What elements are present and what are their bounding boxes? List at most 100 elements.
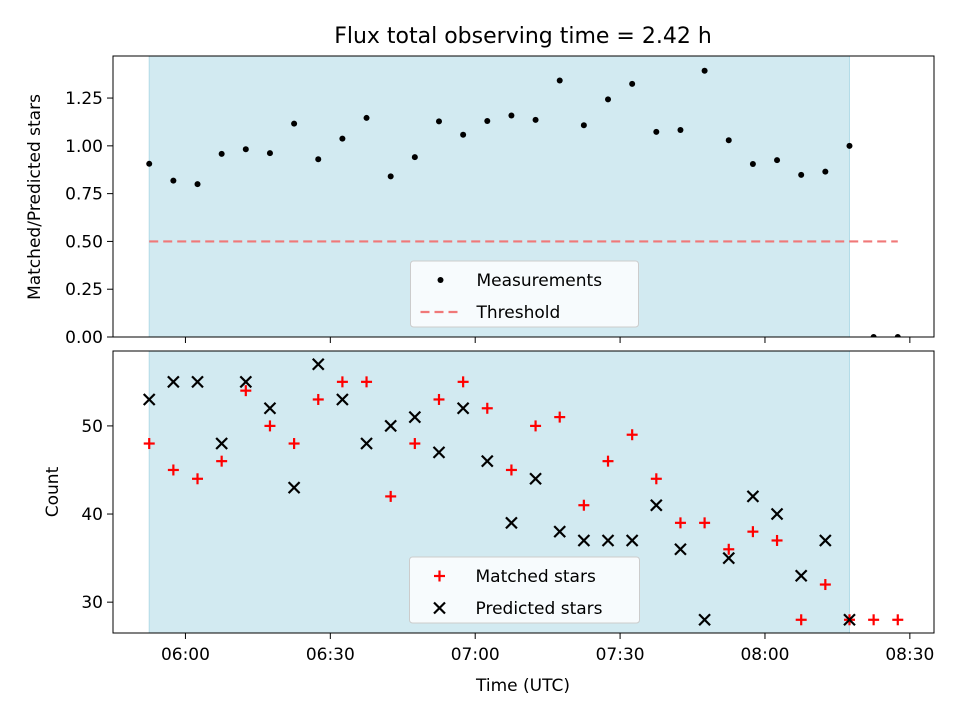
x-b [601, 534, 615, 547]
measurement-point [894, 334, 901, 337]
x-b [553, 525, 566, 538]
measurement-point [460, 131, 467, 138]
x-b [770, 507, 784, 521]
measurement-point [339, 135, 346, 142]
top-x-ticks [184, 337, 911, 343]
legend-label: Threshold [476, 303, 561, 323]
legend-label: Matched stars [476, 567, 596, 587]
predicted-star-point [770, 507, 784, 521]
x-b [505, 516, 518, 530]
predicted-star-point [215, 437, 228, 450]
top-y-tick-label: 1.25 [65, 89, 103, 109]
matched-star-point [143, 438, 155, 450]
x-b [529, 472, 542, 486]
x-b [432, 446, 446, 459]
matched-star-point [240, 385, 252, 397]
predicted-star-point [698, 613, 711, 627]
matched-star-point [868, 614, 880, 626]
x-tick-label: 06:00 [161, 645, 210, 665]
measurement-point [508, 112, 515, 119]
matched-star-point [481, 402, 493, 414]
x-b [746, 490, 760, 503]
predicted-star-point [625, 534, 639, 547]
matched-star-point [650, 473, 662, 485]
measurement-point [194, 181, 201, 188]
predicted-star-point [432, 446, 446, 459]
matched-star-point [795, 614, 807, 626]
x-b [577, 534, 591, 547]
measurement-point [315, 156, 322, 163]
matched-star-point [336, 376, 348, 388]
matched-star-point [723, 543, 735, 555]
measurement-point [484, 117, 491, 124]
measurement-point [266, 150, 273, 157]
bottom-x-ticks: 06:00 06:30 07:00 07:30 08:00 08:30 [161, 633, 934, 665]
top-y-tick-label: 0.00 [65, 328, 103, 348]
measurement-point [629, 80, 636, 87]
matched-star-point [505, 464, 517, 476]
x-b [191, 375, 204, 389]
top-y-tick-label: 0.50 [65, 232, 103, 252]
bottom-y-tick-label: 40 [81, 505, 103, 525]
bottom-legend-box [409, 556, 640, 624]
x-tick-label: 08:30 [885, 645, 934, 665]
predicted-star-point [577, 534, 591, 547]
measurement-point [411, 154, 418, 161]
measurement-point [242, 146, 249, 153]
matched-star-point [530, 420, 542, 432]
x-b [722, 551, 736, 565]
x-b [167, 375, 180, 389]
predicted-star-point [456, 402, 470, 415]
matched-star-point [288, 438, 300, 450]
measurement-point [556, 77, 563, 84]
x-b [819, 534, 832, 547]
matched-star-point [409, 438, 421, 450]
top-panel: 0.00 0.25 0.50 0.75 1.00 1.25 Matched/Predict… [25, 55, 935, 348]
x-b [360, 437, 373, 450]
x-b [311, 357, 325, 371]
matched-star-point [264, 420, 276, 432]
top-y-tick-label: 1.00 [65, 137, 103, 157]
matched-star-point [699, 517, 711, 529]
matched-star-point [674, 517, 686, 529]
x-b [794, 569, 808, 582]
top-legend: Measurements Threshold [410, 260, 639, 328]
x-tick-label: 08:00 [740, 645, 789, 665]
predicted-star-point [794, 569, 808, 582]
measurement-point [387, 173, 394, 180]
predicted-star-point [650, 498, 663, 512]
bottom-y-axis-label: Count [43, 466, 63, 517]
matched-star-point [192, 473, 204, 485]
x-b [336, 393, 349, 406]
predicted-star-point [819, 534, 832, 547]
measurement-point [146, 160, 153, 167]
x-tick-label: 07:30 [596, 645, 645, 665]
predicted-star-point [601, 534, 615, 547]
x-b [384, 419, 397, 433]
x-b [239, 375, 253, 389]
predicted-star-point [311, 357, 325, 371]
bottom-marks [142, 357, 904, 627]
matched-star-point [602, 455, 614, 467]
measurement-point [677, 126, 684, 133]
x-b [843, 613, 856, 627]
measurement-point [218, 150, 225, 157]
x-b [625, 534, 639, 547]
predicted-star-point [360, 437, 373, 450]
top-legend-box [410, 260, 639, 328]
x-tick-label: 06:30 [306, 645, 355, 665]
measurement-point [749, 161, 756, 168]
x-b [215, 437, 228, 450]
measurement-point [798, 171, 805, 178]
predicted-star-point [408, 410, 422, 424]
legend-matched-handle [434, 570, 445, 582]
top-y-tick-label: 0.75 [65, 185, 103, 205]
legend-predicted-handle [433, 601, 446, 615]
measurement-point [701, 67, 708, 74]
bottom-axes-frame [112, 350, 935, 634]
measurement-point [653, 128, 660, 135]
matched-star-point [167, 464, 179, 476]
x-b [674, 543, 687, 556]
measurement-point [170, 177, 177, 184]
